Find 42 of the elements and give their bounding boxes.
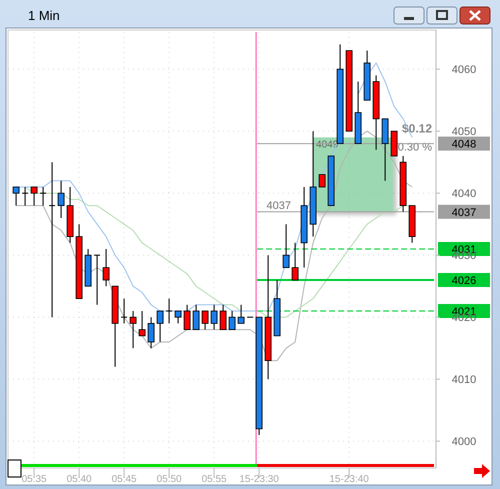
candlestick <box>58 180 65 218</box>
candlestick <box>210 304 218 330</box>
candlestick <box>138 310 146 336</box>
candlestick <box>220 304 227 330</box>
chart-title: 1 Min <box>28 8 60 23</box>
candlestick <box>192 304 200 330</box>
y-tick-label: 4060 <box>452 64 476 76</box>
candlestick <box>238 304 245 324</box>
candlestick <box>49 162 56 318</box>
candlestick <box>174 310 182 324</box>
candlestick <box>102 248 110 287</box>
candlestick <box>12 186 20 206</box>
x-tick-label: 05:55 <box>202 474 228 485</box>
candlestick <box>22 186 28 206</box>
y-tick-label: 4050 <box>452 126 476 138</box>
candlestick <box>130 310 137 349</box>
candlestick <box>94 254 100 306</box>
y-tick-label: 4010 <box>452 374 476 386</box>
candlestick <box>40 186 46 206</box>
x-tick-label: 05:35 <box>22 474 48 485</box>
x-tick-label: 15-23:40 <box>329 474 370 485</box>
candlestick <box>228 310 236 330</box>
ref-line-label: 4026 <box>452 275 476 287</box>
x-tick-label: 15-23:30 <box>239 474 280 485</box>
candlestick <box>184 304 191 330</box>
candlestick <box>30 186 38 206</box>
x-tick-label: 05:40 <box>66 474 92 485</box>
candlestick <box>156 310 164 342</box>
candlestick <box>166 298 172 324</box>
x-tick-label: 05:45 <box>112 474 138 485</box>
candlestick <box>202 310 209 330</box>
candlestick <box>292 242 299 280</box>
candlestick <box>318 174 326 188</box>
annotation: 4037 <box>266 200 292 212</box>
y-tick-label: 4000 <box>452 436 476 448</box>
candlestick <box>121 298 128 324</box>
candlestick <box>148 316 155 349</box>
ref-line-label: 4048 <box>452 138 476 151</box>
ref-line-label: 4037 <box>452 206 476 219</box>
x-tick-label: 05:50 <box>156 474 182 485</box>
y-tick-label: 4040 <box>452 188 476 200</box>
candlestick <box>282 224 290 268</box>
